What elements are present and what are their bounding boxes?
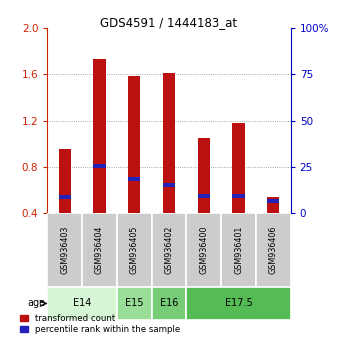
Bar — [152, 287, 186, 320]
Bar — [233, 123, 245, 213]
Bar — [58, 195, 71, 199]
Text: E15: E15 — [125, 298, 144, 308]
Bar — [93, 164, 105, 168]
Bar — [47, 287, 117, 320]
Bar — [267, 197, 280, 213]
Text: GDS4591 / 1444183_at: GDS4591 / 1444183_at — [100, 16, 238, 29]
Legend: transformed count, percentile rank within the sample: transformed count, percentile rank withi… — [20, 314, 180, 334]
Bar — [233, 194, 245, 198]
Bar — [163, 183, 175, 187]
Bar — [267, 199, 280, 203]
Bar — [221, 213, 256, 287]
Bar — [163, 73, 175, 213]
Bar — [93, 59, 105, 213]
Bar — [256, 213, 291, 287]
Bar — [58, 149, 71, 213]
Bar — [128, 76, 140, 213]
Bar — [117, 287, 152, 320]
Text: GSM936403: GSM936403 — [60, 225, 69, 274]
Text: GSM936404: GSM936404 — [95, 225, 104, 274]
Bar — [117, 213, 152, 287]
Bar — [198, 138, 210, 213]
Text: GSM936401: GSM936401 — [234, 225, 243, 274]
Bar — [82, 213, 117, 287]
Text: age: age — [27, 298, 46, 308]
Bar — [186, 287, 291, 320]
Text: GSM936402: GSM936402 — [165, 225, 173, 274]
Bar — [47, 213, 82, 287]
Text: E16: E16 — [160, 298, 178, 308]
Bar — [198, 194, 210, 198]
Bar — [152, 213, 186, 287]
Text: E17.5: E17.5 — [225, 298, 252, 308]
Bar — [186, 213, 221, 287]
Text: GSM936406: GSM936406 — [269, 225, 278, 274]
Text: E14: E14 — [73, 298, 91, 308]
Bar — [128, 177, 140, 181]
Text: GSM936400: GSM936400 — [199, 225, 208, 274]
Text: GSM936405: GSM936405 — [130, 225, 139, 274]
